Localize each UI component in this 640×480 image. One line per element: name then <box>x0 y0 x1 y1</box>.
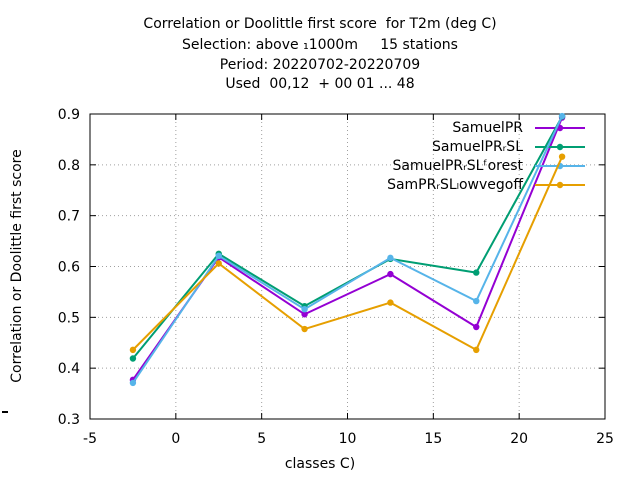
y-tick-label: 0.9 <box>58 107 80 123</box>
y-axis-label-mark <box>2 411 8 413</box>
legend-label-samuelpr: SamuelPR <box>452 120 523 136</box>
y-tick-label: 0.8 <box>58 158 80 174</box>
series-point-3 <box>473 346 480 354</box>
series-point-2 <box>215 252 222 260</box>
chart-title-line-2: Selection: above ₁1000m 15 stations <box>182 37 458 53</box>
series-point-0 <box>473 323 480 331</box>
x-tick-label: 25 <box>596 431 614 447</box>
legend-label-samuelpr-rsl-forest: SamuelPRᵣSLᶠorest <box>392 158 523 174</box>
series-line-0 <box>132 117 564 381</box>
series-point-2 <box>387 254 394 262</box>
x-tick-label: 15 <box>424 431 442 447</box>
y-tick-label: 0.6 <box>58 260 80 276</box>
y-tick-label: 0.7 <box>58 209 80 225</box>
y-tick-label: 0.4 <box>58 361 80 377</box>
legend-label-samuelpr-rsl: SamuelPRᵣSL <box>432 139 523 155</box>
legend-marker-1 <box>556 143 564 151</box>
x-tick-label: 0 <box>171 431 180 447</box>
series-point-2 <box>558 112 566 120</box>
series-point-3 <box>301 325 308 333</box>
legend-label-sampr-rsl-lowvegoff: SamPRᵣSLₗowvegoff <box>387 177 523 193</box>
y-axis-label: Correlation or Doolittle first score <box>9 149 25 383</box>
series-point-1 <box>129 355 137 362</box>
x-tick-label: 5 <box>257 431 266 447</box>
chart-title-line-1: Correlation or Doolittle first score for… <box>143 16 497 32</box>
x-axis-label: classes C) <box>284 456 356 472</box>
legend-marker-3 <box>556 181 564 189</box>
series-point-3 <box>387 299 394 306</box>
series-line-3 <box>132 156 563 352</box>
series-point-3 <box>558 153 566 160</box>
series-point-3 <box>215 260 222 267</box>
series-point-2 <box>129 379 137 387</box>
chart-title-line-4: Used 00,12 + 00 01 ... 48 <box>225 76 415 92</box>
series-point-2 <box>301 306 308 313</box>
chart-title-line-3: Period: 20220702-20220709 <box>219 57 421 73</box>
x-tick-label: -5 <box>83 431 97 447</box>
series-point-0 <box>387 270 394 278</box>
series-point-2 <box>473 297 480 305</box>
series-point-0 <box>301 311 308 318</box>
legend-marker-0 <box>556 124 564 132</box>
series-point-3 <box>129 346 137 354</box>
x-tick-label: 10 <box>339 431 357 447</box>
y-tick-label: 0.3 <box>58 412 80 428</box>
x-tick-label: 20 <box>510 431 528 447</box>
y-tick-label: 0.5 <box>58 310 80 326</box>
series-point-1 <box>473 269 480 276</box>
